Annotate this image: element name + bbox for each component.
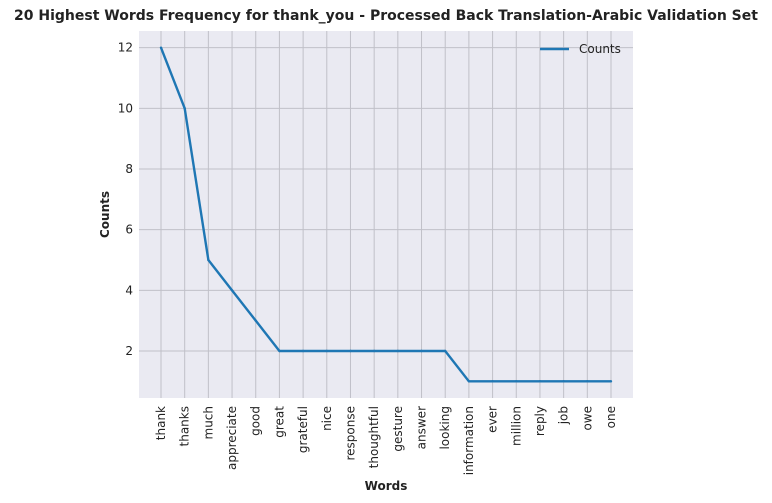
- data-point: [349, 349, 352, 353]
- x-tick-label: good: [249, 406, 263, 436]
- data-point: [491, 380, 494, 383]
- legend-label-counts: Counts: [579, 42, 621, 56]
- y-tick-label: 10: [118, 101, 133, 115]
- data-point: [444, 349, 447, 353]
- x-tick-label: much: [201, 406, 215, 440]
- x-tick-label: ever: [486, 406, 500, 433]
- data-point: [325, 349, 328, 353]
- y-tick-label: 8: [125, 162, 133, 176]
- y-tick-label: 12: [118, 41, 133, 55]
- y-tick-label: 4: [125, 283, 133, 297]
- x-tick-label: thank: [154, 406, 168, 440]
- x-tick-label: looking: [438, 406, 452, 450]
- y-axis-label: Counts: [98, 191, 112, 238]
- x-tick-label: grateful: [296, 406, 310, 453]
- data-point: [254, 319, 257, 322]
- data-point: [562, 380, 565, 383]
- series-line-counts: [159, 47, 611, 383]
- x-tick-label: job: [557, 406, 571, 425]
- grid-lines: [139, 31, 633, 398]
- data-point: [278, 349, 281, 353]
- data-point: [396, 349, 400, 353]
- x-tick-label: answer: [415, 406, 429, 449]
- plot-area: [139, 31, 633, 398]
- data-point: [230, 289, 234, 292]
- x-tick-label: reply: [533, 406, 547, 436]
- x-tick-labels: thank thanks much appreciate good great gratef…: [154, 406, 618, 476]
- data-point: [420, 349, 423, 353]
- x-axis-label: Words: [365, 479, 408, 493]
- x-tick-label: information: [462, 406, 476, 475]
- y-tick-labels: 2 4 6 8 10 12: [118, 41, 133, 358]
- y-tick-label: 2: [125, 344, 133, 358]
- data-point: [515, 380, 518, 383]
- series-layer: [159, 46, 613, 383]
- x-tick-label: gesture: [391, 406, 405, 452]
- data-point: [467, 380, 471, 383]
- chart-title: 20 Highest Words Frequency for thank_you…: [14, 8, 758, 24]
- data-point: [183, 107, 186, 110]
- data-point: [207, 258, 210, 262]
- x-tick-label: response: [343, 406, 357, 461]
- data-point: [159, 46, 163, 49]
- x-tick-label: million: [509, 406, 523, 446]
- data-point: [301, 349, 305, 353]
- x-tick-label: appreciate: [225, 406, 239, 470]
- data-point: [609, 380, 613, 383]
- data-point: [372, 349, 376, 353]
- x-tick-label: thoughtful: [367, 406, 381, 468]
- x-tick-label: thanks: [178, 406, 192, 446]
- data-point: [586, 380, 589, 383]
- data-point: [538, 380, 542, 383]
- x-tick-label: great: [272, 406, 286, 438]
- x-tick-label: one: [604, 406, 618, 428]
- legend: Counts: [540, 42, 621, 56]
- x-tick-label: nice: [320, 406, 334, 431]
- y-tick-label: 6: [125, 223, 133, 237]
- x-tick-label: owe: [580, 406, 594, 431]
